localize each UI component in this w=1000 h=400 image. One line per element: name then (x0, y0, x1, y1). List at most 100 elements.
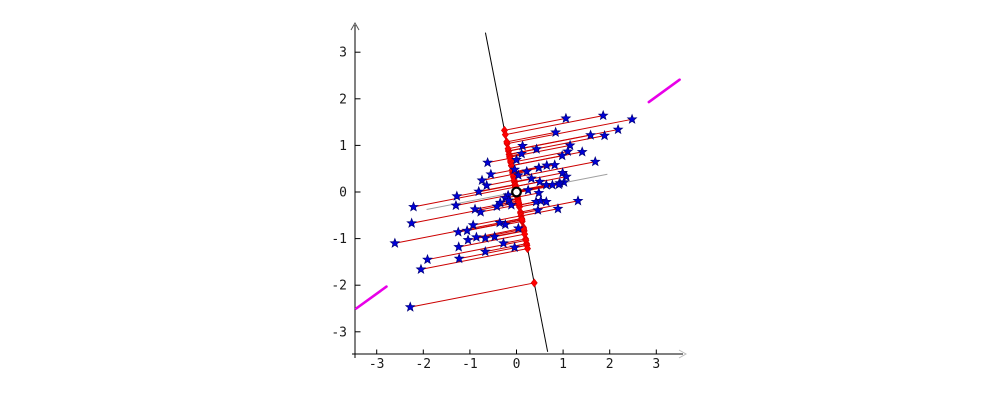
y-tick-label: 3 (339, 46, 347, 61)
data-point-star-marker (585, 129, 596, 140)
projection-diamond-marker (506, 153, 514, 163)
y-tick-label: 2 (339, 92, 347, 107)
projection-line (511, 155, 563, 167)
data-point-star-marker (526, 172, 537, 184)
projection-line (510, 150, 568, 164)
data-point-star-marker (550, 126, 562, 137)
data-point-star-marker (461, 224, 473, 236)
data-point-star-marker (406, 217, 418, 228)
data-point-star-marker (541, 159, 553, 171)
axes-layer: -3 -2 -1 0 1 2 3 -3 -2 -1 0 1 2 3 (331, 21, 688, 372)
projection-line (427, 239, 527, 261)
projection-line (506, 131, 556, 143)
data-point-star-marker (564, 139, 576, 150)
data-point-star-marker (576, 146, 588, 157)
data-point-star-marker (626, 113, 638, 124)
data-point-star-marker (485, 168, 497, 179)
projection-line (504, 117, 566, 131)
data-point-star-marker (453, 252, 465, 264)
projection-line (486, 179, 515, 186)
data-point-star-marker (612, 123, 624, 135)
origin-marker-layer (511, 186, 522, 198)
projection-diamond-marker (501, 130, 509, 140)
projection-line (481, 173, 514, 181)
data-point-star-marker (471, 231, 482, 242)
y-tick-label: 1 (339, 139, 347, 154)
data-point-star-marker (556, 149, 568, 161)
data-point-star-marker (467, 219, 479, 230)
data-point-star-marker (469, 203, 481, 214)
data-point-star-marker (560, 112, 572, 123)
magenta-segments-layer (354, 78, 681, 310)
data-point-star-marker (535, 195, 547, 206)
y-tick-label: -3 (331, 325, 347, 340)
data-point-star-marker (509, 163, 521, 175)
x-tick-label: -3 (369, 357, 385, 372)
data-point-star-marker (408, 201, 419, 212)
x-tick-label: -2 (415, 357, 431, 372)
data-point-star-marker (452, 226, 464, 237)
data-point-star-marker (415, 263, 427, 274)
y-axis-arrow-icon (350, 21, 360, 31)
projection-line (513, 161, 596, 179)
projection-line (410, 282, 535, 308)
data-point-star-marker (473, 185, 485, 197)
projection-diamond-marker (518, 215, 526, 225)
data-point-star-marker (512, 169, 524, 180)
data-point-star-marker (532, 204, 544, 215)
data-point-star-marker (451, 190, 463, 201)
data-point-star-marker (511, 154, 522, 165)
data-point-star-marker (549, 159, 561, 170)
projection-diamond-marker (503, 137, 511, 147)
data-point-star-marker (462, 234, 474, 245)
projection-line (456, 184, 516, 197)
data-point-star-marker (491, 200, 503, 212)
y-tick-label: -1 (331, 232, 347, 247)
data-point-star-marker (534, 176, 546, 187)
magenta-segment (647, 78, 681, 104)
data-point-star-marker (540, 196, 552, 207)
projection-diamond-marker (530, 278, 538, 288)
x-tick-label: 1 (559, 357, 567, 372)
origin-circle-marker (511, 186, 522, 198)
projection-line (505, 115, 604, 136)
projection-line (473, 215, 522, 226)
data-point-star-marker (453, 241, 465, 252)
data-point-star-marker (482, 156, 494, 168)
projection-line (485, 243, 527, 253)
data-point-star-marker (572, 195, 584, 206)
projection-line (494, 230, 525, 238)
data-point-star-marker (481, 179, 493, 191)
data-point-star-marker (599, 129, 610, 141)
projection-line (413, 186, 516, 208)
data-point-star-marker (597, 109, 609, 121)
projection-line (520, 200, 579, 213)
data-point-star-marker (553, 178, 565, 190)
data-point-star-marker (503, 194, 514, 205)
projection-diamond-marker (515, 197, 523, 207)
x-tick-label: 3 (652, 357, 660, 372)
data-point-star-marker (479, 232, 491, 243)
data-point-star-marker (516, 148, 528, 159)
data-point-star-marker (509, 241, 521, 253)
data-point-star-marker (533, 162, 545, 173)
data-point-star-marker (475, 206, 487, 217)
data-point-star-marker (422, 253, 433, 265)
data-point-star-marker (494, 217, 506, 228)
projection-line (420, 248, 528, 270)
data-point-star-marker (389, 237, 401, 248)
data-point-star-marker (589, 156, 601, 167)
y-tick-label: 0 (339, 186, 347, 201)
data-point-star-marker (533, 187, 545, 198)
data-point-star-marker (489, 231, 501, 242)
x-tick-label: 2 (606, 357, 614, 372)
data-point-star-marker (505, 199, 517, 210)
data-point-star-marker (512, 222, 524, 233)
magenta-segment (354, 285, 388, 310)
projection-line (506, 118, 633, 145)
data-point-star-marker (560, 170, 572, 182)
data-point-star-marker (552, 203, 564, 214)
x-tick-label: 0 (513, 357, 521, 372)
